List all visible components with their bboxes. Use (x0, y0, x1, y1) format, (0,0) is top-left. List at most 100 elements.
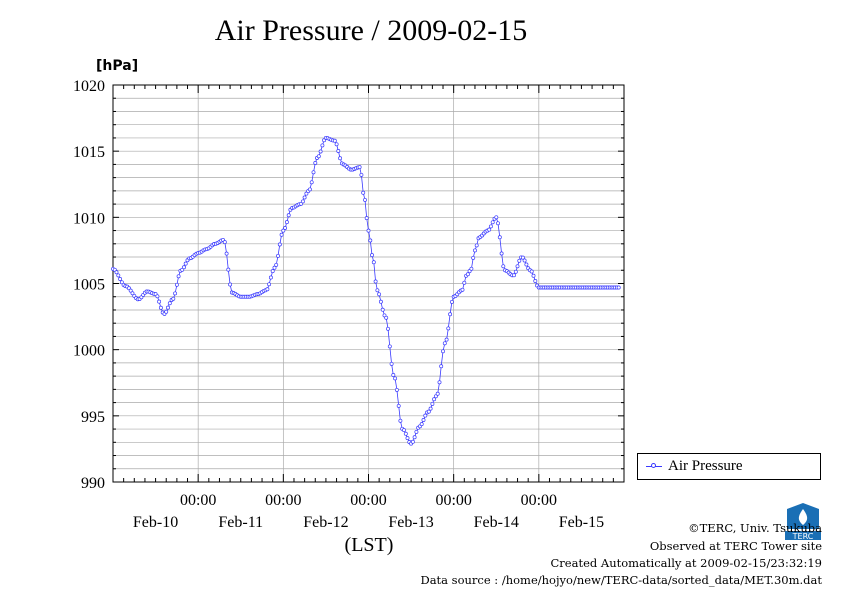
x-day-label: Feb-14 (474, 514, 519, 531)
data-point (180, 267, 185, 272)
data-point (402, 428, 406, 433)
x-day-label: Feb-10 (133, 514, 178, 531)
y-tick-label: 1005 (73, 277, 105, 294)
data-point (373, 279, 378, 284)
source-text: Data source : /home/hojyo/new/TERC-data/… (420, 573, 822, 587)
data-point (228, 282, 233, 287)
y-tick-label: 1010 (73, 210, 105, 227)
data-point (368, 238, 373, 243)
data-point (412, 435, 417, 440)
data-point (176, 274, 181, 279)
data-point (531, 273, 536, 278)
data-point (130, 291, 135, 296)
data-point (430, 401, 435, 406)
data-point (394, 387, 399, 392)
series-layer (111, 135, 621, 446)
data-point (158, 305, 163, 310)
data-point (499, 251, 504, 256)
data-point (359, 172, 364, 177)
data-point (496, 221, 500, 226)
data-point (446, 326, 451, 331)
data-point (277, 242, 282, 247)
logo-text: TERC (792, 532, 814, 541)
x-day-label: Feb-15 (559, 514, 604, 531)
data-point (284, 220, 289, 225)
data-point (119, 280, 124, 285)
data-point (432, 397, 437, 402)
data-point (512, 273, 516, 278)
data-point (222, 240, 227, 245)
x-time-label: 00:00 (521, 492, 557, 509)
data-point (448, 312, 453, 317)
data-point (391, 373, 396, 377)
data-point (338, 156, 343, 161)
x-axis-label: (LST) (345, 534, 394, 556)
data-point (114, 270, 119, 275)
data-point (270, 269, 275, 274)
data-point (494, 215, 499, 220)
y-tick-label: 995 (81, 409, 105, 426)
observed-text: Observed at TERC Tower site (649, 539, 822, 553)
data-point (307, 187, 312, 192)
data-point (276, 253, 280, 258)
data-point (384, 315, 389, 320)
data-point (428, 406, 433, 411)
legend: Air Pressure (637, 453, 821, 480)
data-point (174, 282, 179, 287)
data-point (363, 197, 367, 202)
data-point (380, 307, 385, 312)
data-point (281, 228, 286, 233)
data-point (419, 422, 424, 427)
data-point (449, 299, 454, 304)
x-time-label: 00:00 (265, 492, 301, 509)
data-point (226, 267, 231, 272)
data-point (460, 287, 465, 292)
ticks-layer (112, 84, 625, 483)
y-tick-label: 1020 (73, 78, 105, 95)
data-point (442, 341, 447, 346)
data-point (462, 280, 467, 285)
x-day-label: Feb-12 (303, 514, 348, 531)
data-point (300, 199, 305, 204)
data-point (396, 403, 401, 408)
data-point (128, 288, 133, 293)
data-point (421, 418, 426, 422)
data-point (398, 418, 403, 423)
data-point (364, 216, 369, 221)
data-point (302, 195, 307, 200)
data-point (316, 154, 321, 159)
data-point (437, 380, 442, 385)
data-point (357, 165, 362, 170)
data-point (471, 255, 476, 260)
data-point (515, 264, 520, 269)
x-day-label: Feb-13 (388, 514, 433, 531)
data-point (403, 431, 408, 436)
data-point (375, 288, 380, 293)
data-point (473, 248, 477, 253)
data-point (371, 260, 376, 265)
data-point (283, 226, 288, 230)
data-point (386, 326, 390, 331)
data-point (313, 161, 318, 165)
data-point (366, 228, 371, 233)
data-point (173, 291, 178, 296)
data-point (488, 224, 493, 229)
data-point (414, 429, 419, 434)
y-tick-label: 1015 (73, 144, 105, 161)
x-time-label: 00:00 (350, 492, 386, 509)
data-point (171, 296, 176, 301)
terc-logo-icon: TERC (783, 503, 823, 541)
data-point (435, 391, 440, 396)
data-point (267, 282, 272, 287)
legend-marker (646, 463, 662, 468)
data-point (167, 301, 172, 306)
data-point (183, 261, 188, 266)
data-point (616, 285, 621, 290)
data-point (513, 269, 518, 274)
data-point (433, 394, 438, 399)
data-point (318, 149, 323, 154)
data-point (272, 265, 277, 270)
data-point (439, 364, 444, 369)
data-point (334, 142, 339, 147)
